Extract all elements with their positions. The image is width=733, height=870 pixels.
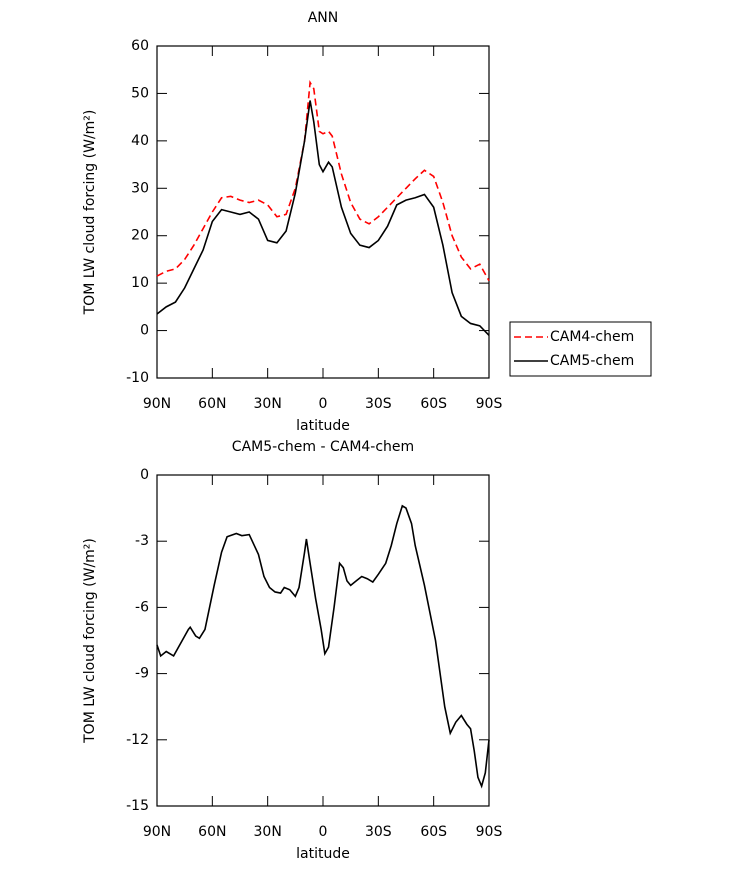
x-tick-label: 60S [420, 824, 447, 840]
chart-title: CAM5-chem - CAM4-chem [232, 439, 414, 455]
chart-title: ANN [308, 10, 339, 26]
x-tick-label: 30S [365, 396, 392, 412]
x-tick-label: 0 [319, 396, 328, 412]
x-tick-label: 30N [254, 396, 282, 412]
y-tick-label: -3 [135, 533, 149, 549]
x-tick-label: 90S [476, 396, 503, 412]
y-tick-label: 60 [131, 38, 149, 54]
plot-frame [156, 45, 490, 379]
y-axis-label: TOM LW cloud forcing (W/m²) [82, 538, 98, 744]
x-tick-label: 30N [254, 824, 282, 840]
x-tick-label: 90N [143, 824, 171, 840]
y-tick-label: -15 [126, 798, 149, 814]
legend-label: CAM4-chem [550, 329, 634, 345]
y-tick-label: -10 [126, 370, 149, 386]
y-tick-label: 50 [131, 85, 149, 101]
y-tick-label: -6 [135, 599, 149, 615]
x-tick-label: 90N [143, 396, 171, 412]
y-tick-label: 0 [140, 323, 149, 339]
x-tick-label: 60N [198, 396, 226, 412]
y-tick-label: 20 [131, 228, 149, 244]
x-tick-label: 60N [198, 824, 226, 840]
x-tick-label: 60S [420, 396, 447, 412]
y-tick-label: 0 [140, 467, 149, 483]
x-axis-label: latitude [296, 418, 350, 434]
y-axis-label: TOM LW cloud forcing (W/m²) [82, 110, 98, 316]
legend-label: CAM5-chem [550, 353, 634, 369]
x-tick-label: 0 [319, 824, 328, 840]
data-line [156, 504, 490, 789]
legend-box [509, 321, 652, 377]
x-axis-label: latitude [296, 846, 350, 862]
plot-frame [156, 474, 490, 807]
x-tick-label: 90S [476, 824, 503, 840]
x-tick-label: 30S [365, 824, 392, 840]
y-tick-label: 40 [131, 133, 149, 149]
y-tick-label: -12 [126, 732, 149, 748]
y-tick-label: 10 [131, 275, 149, 291]
y-tick-label: -9 [135, 666, 149, 682]
y-tick-label: 30 [131, 180, 149, 196]
data-line [156, 100, 490, 336]
data-line [156, 80, 490, 282]
